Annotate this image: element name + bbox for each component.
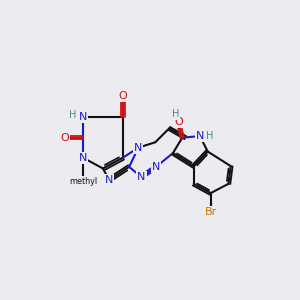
Text: N: N [196, 131, 204, 141]
Text: O: O [174, 117, 183, 127]
Text: N: N [134, 143, 142, 153]
Text: Br: Br [205, 207, 217, 217]
Text: methyl: methyl [69, 177, 97, 186]
Text: N: N [105, 175, 113, 185]
Text: O: O [118, 91, 127, 101]
Text: H: H [172, 109, 179, 119]
Text: O: O [60, 133, 69, 142]
Text: N: N [152, 162, 160, 172]
Text: H: H [206, 131, 213, 141]
Text: N: N [79, 153, 87, 163]
Text: N: N [79, 112, 87, 122]
Text: H: H [69, 110, 76, 120]
Text: N: N [137, 172, 146, 182]
